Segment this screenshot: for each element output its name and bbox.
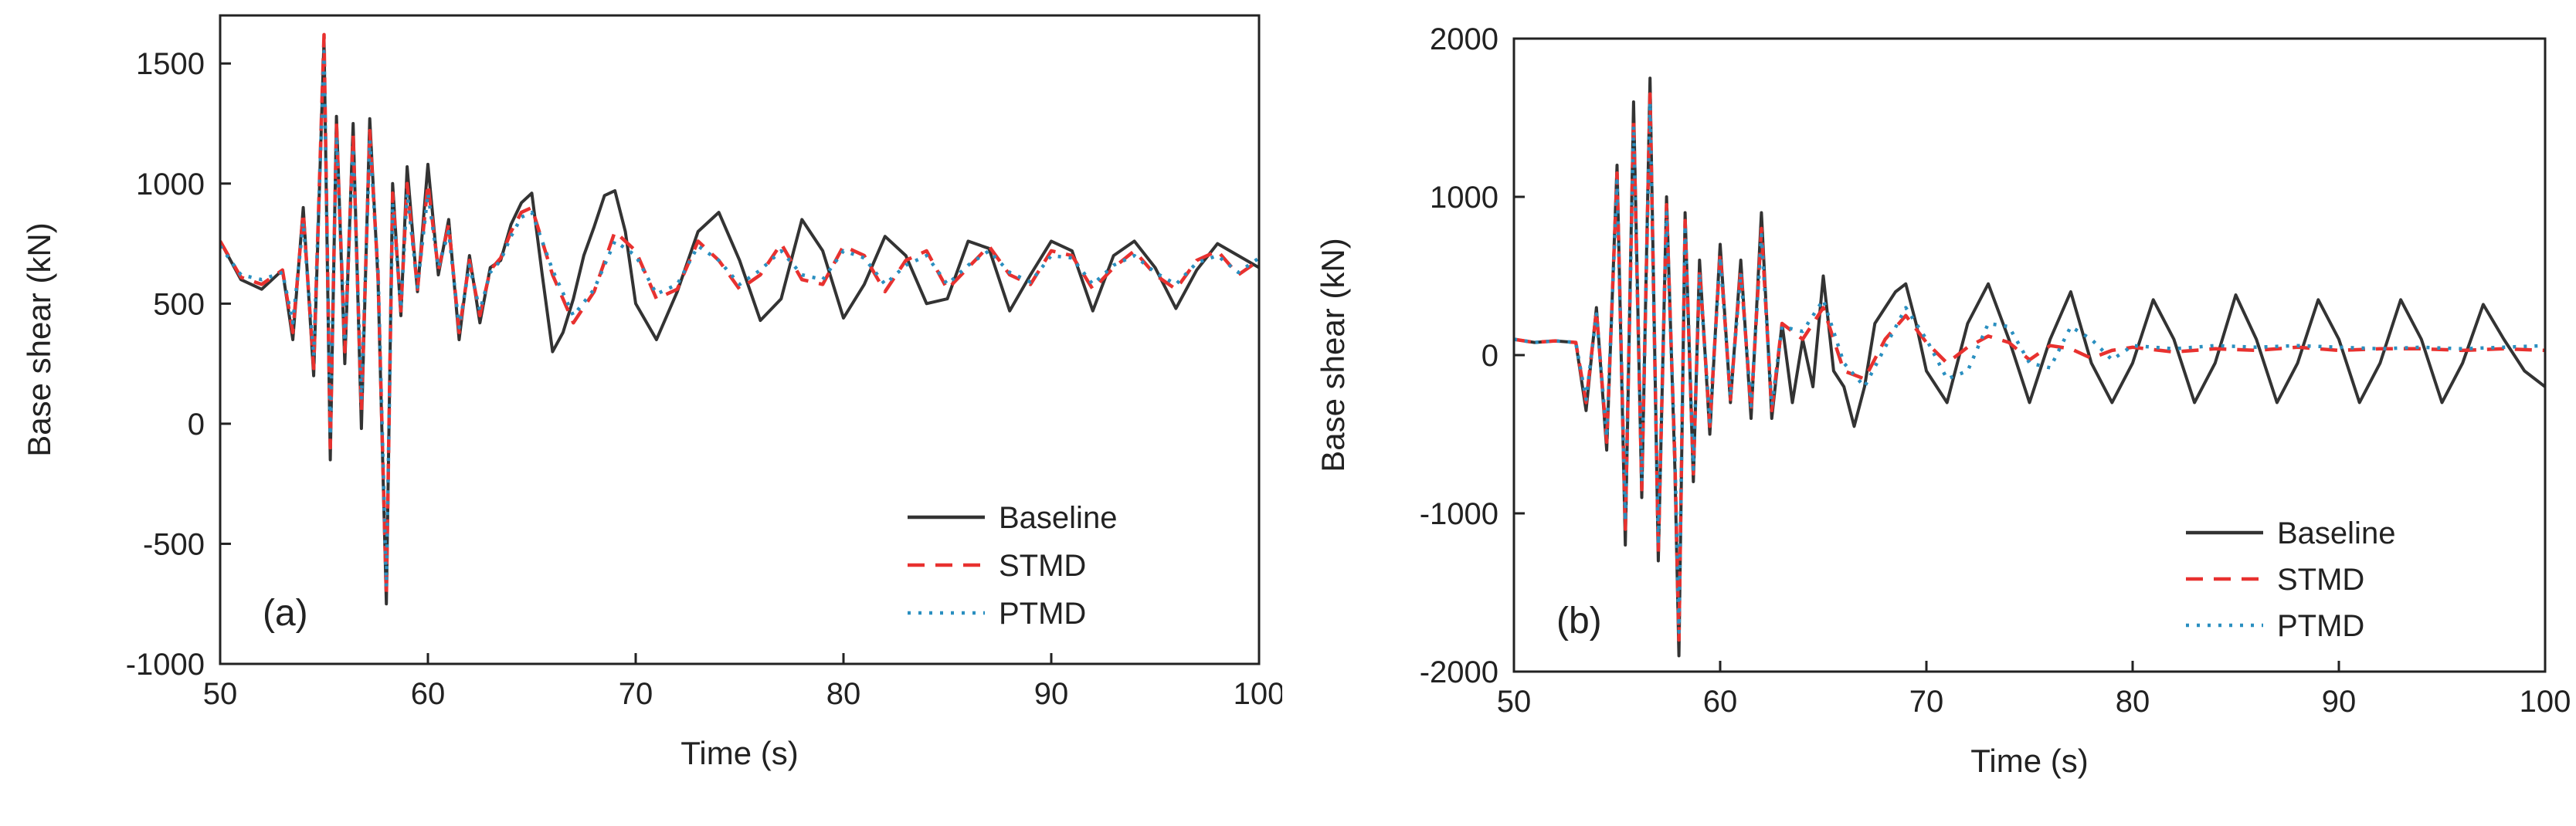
legend-label-ptmd: PTMD (2277, 609, 2364, 643)
x-tick-label: 80 (826, 677, 861, 711)
x-tick-label: 80 (2116, 685, 2150, 719)
y-tick-label: 0 (1481, 339, 1498, 373)
plot-frame (1512, 37, 2547, 673)
y-tick-label: 1000 (136, 168, 205, 201)
x-tick-label: 60 (1703, 685, 1738, 719)
plot-frame (219, 14, 1261, 665)
series-line-baseline (1514, 76, 2545, 658)
y-tick-label: 0 (188, 408, 205, 442)
y-tick-label: 1000 (1430, 181, 1498, 215)
legend-label-baseline: Baseline (2277, 516, 2395, 550)
x-tick-label: 100 (2520, 685, 2571, 719)
series-line-stmd (1514, 92, 2545, 642)
y-tick-label: 2000 (1430, 22, 1498, 56)
x-axis-label: Time (s) (1970, 743, 2088, 779)
y-tick-label: -500 (143, 527, 205, 561)
panel-label: (b) (1556, 601, 1602, 642)
y-tick-label: 1500 (136, 47, 205, 81)
chart-panel-a: 50 60 70 80 90 100 -1000 -500 0 500 1000 1500 Time (… (0, 0, 1282, 826)
y-axis-label: Base shear (kN) (1315, 238, 1351, 472)
y-tick-label: 500 (153, 287, 205, 321)
x-tick-label: 50 (203, 677, 238, 711)
x-tick-label: 90 (1034, 677, 1069, 711)
x-tick-label: 100 (1234, 677, 1282, 711)
legend-label-baseline: Baseline (999, 501, 1117, 535)
legend-label-stmd: STMD (999, 549, 1086, 583)
chart-b-svg: 50 60 70 80 90 100 -2000 -1000 0 1000 2000 Time (s)… (1315, 22, 2571, 779)
x-tick-label: 60 (411, 677, 446, 711)
legend-label-ptmd: PTMD (999, 597, 1086, 631)
chart-a-svg: 50 60 70 80 90 100 -1000 -500 0 500 1000 1500 Time (… (21, 14, 1282, 771)
chart-panel-b: 50 60 70 80 90 100 -2000 -1000 0 1000 2000 Time (s)… (1290, 0, 2576, 826)
x-tick-label: 70 (619, 677, 653, 711)
x-tick-label: 50 (1497, 685, 1532, 719)
series-line-ptmd (1514, 100, 2545, 635)
series-line-stmd (220, 32, 1259, 599)
panel-label: (a) (263, 593, 308, 634)
y-tick-label: -1000 (1420, 497, 1498, 531)
y-tick-label: -2000 (1420, 655, 1498, 689)
x-tick-label: 70 (1909, 685, 1944, 719)
legend-label-stmd: STMD (2277, 563, 2364, 597)
y-axis-label: Base shear (kN) (21, 222, 57, 456)
x-tick-label: 90 (2322, 685, 2357, 719)
x-axis-label: Time (s) (680, 735, 798, 771)
y-tick-label: -1000 (126, 648, 205, 682)
